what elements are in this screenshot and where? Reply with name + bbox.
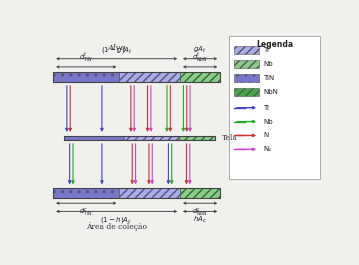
Bar <box>234 74 259 82</box>
Text: N: N <box>263 132 269 138</box>
Text: Tela: Tela <box>222 134 237 142</box>
Text: Legenda: Legenda <box>256 40 293 49</box>
Text: NbN: NbN <box>263 89 278 95</box>
Bar <box>229 36 320 179</box>
Bar <box>53 188 220 198</box>
Bar <box>234 46 259 54</box>
Text: Nb: Nb <box>263 61 273 67</box>
Text: $(1-h)A_c$: $(1-h)A_c$ <box>101 215 133 225</box>
Text: $d^t_{TiN}$: $d^t_{TiN}$ <box>79 50 93 63</box>
Text: $gA_t$: $gA_t$ <box>194 45 207 55</box>
Text: $d^t_{NbN}$: $d^t_{NbN}$ <box>192 50 208 63</box>
Bar <box>119 72 180 82</box>
Text: $d^c_{NbN}$: $d^c_{NbN}$ <box>192 207 208 219</box>
Text: Área de coleção: Área de coleção <box>86 222 147 231</box>
Text: $hA_c$: $hA_c$ <box>193 215 207 225</box>
Text: N₂: N₂ <box>263 146 271 152</box>
Text: Alvo: Alvo <box>107 44 126 52</box>
Bar <box>180 72 220 82</box>
Text: TiN: TiN <box>263 75 275 81</box>
Text: Ti: Ti <box>263 105 269 111</box>
Bar <box>53 72 119 82</box>
Text: Ti: Ti <box>263 47 269 53</box>
Bar <box>124 136 178 140</box>
Bar <box>53 188 119 198</box>
Bar <box>53 72 220 82</box>
Text: Nb: Nb <box>263 118 273 125</box>
Bar <box>178 136 215 140</box>
Bar <box>234 88 259 96</box>
Bar <box>180 188 220 198</box>
Bar <box>64 136 124 140</box>
Bar <box>234 60 259 68</box>
Text: $d^c_{TiN}$: $d^c_{TiN}$ <box>79 207 93 219</box>
Bar <box>119 188 180 198</box>
Text: $(1-g)A_t$: $(1-g)A_t$ <box>101 45 132 55</box>
Bar <box>64 136 215 140</box>
